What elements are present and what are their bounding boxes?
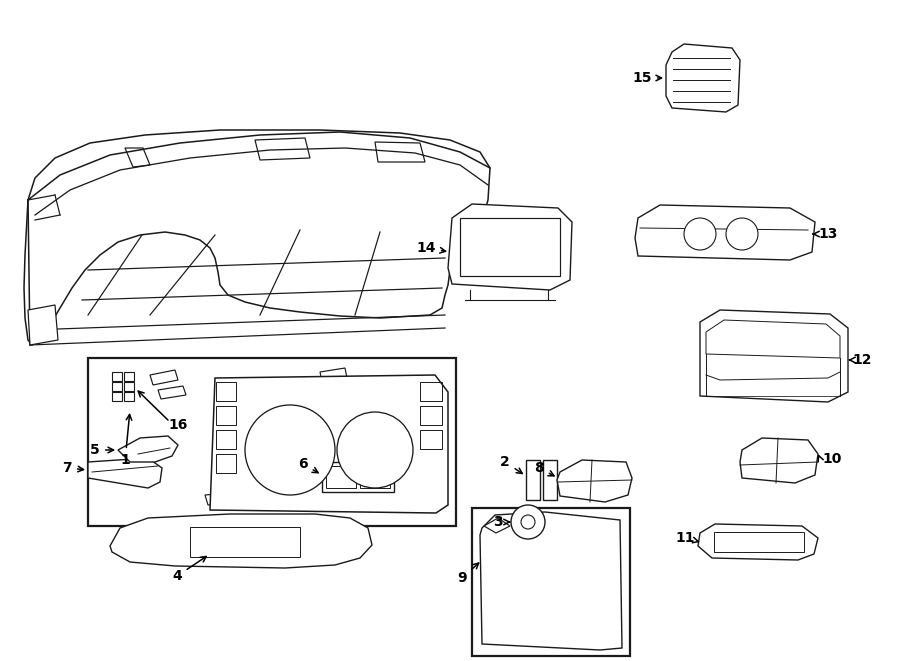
Text: 1: 1 — [121, 414, 131, 467]
Polygon shape — [557, 460, 632, 502]
Circle shape — [511, 505, 545, 539]
Polygon shape — [24, 130, 490, 345]
Circle shape — [684, 218, 716, 250]
Bar — [112, 372, 122, 381]
Text: 5: 5 — [90, 443, 113, 457]
Polygon shape — [480, 512, 622, 650]
Polygon shape — [320, 368, 347, 382]
Bar — [420, 430, 442, 449]
Polygon shape — [635, 205, 815, 260]
Text: 16: 16 — [168, 418, 188, 432]
Bar — [472, 508, 630, 656]
Bar — [124, 372, 134, 381]
Bar — [124, 382, 134, 391]
Bar — [112, 392, 122, 401]
Bar — [322, 462, 394, 492]
Text: 7: 7 — [62, 461, 84, 475]
Polygon shape — [666, 44, 740, 112]
Bar — [124, 392, 134, 401]
Text: 10: 10 — [822, 452, 842, 466]
Polygon shape — [698, 524, 818, 560]
Polygon shape — [125, 148, 150, 167]
Bar — [216, 430, 236, 449]
Text: 13: 13 — [818, 227, 837, 241]
Text: 12: 12 — [852, 353, 871, 367]
Text: 9: 9 — [457, 563, 479, 585]
Bar — [526, 460, 540, 500]
Bar — [360, 466, 390, 488]
Polygon shape — [110, 514, 372, 568]
Bar — [420, 382, 442, 401]
Polygon shape — [88, 458, 162, 488]
Polygon shape — [484, 518, 510, 533]
Polygon shape — [700, 310, 848, 402]
Bar — [190, 527, 300, 557]
Bar — [420, 406, 442, 425]
Polygon shape — [210, 375, 448, 513]
Bar — [216, 406, 236, 425]
Bar — [326, 466, 356, 488]
Bar — [88, 358, 456, 526]
Bar — [216, 454, 236, 473]
Polygon shape — [150, 370, 178, 385]
Polygon shape — [28, 305, 58, 345]
Polygon shape — [740, 438, 818, 483]
Text: 3: 3 — [493, 515, 509, 529]
Circle shape — [726, 218, 758, 250]
Polygon shape — [375, 142, 425, 162]
Bar — [112, 382, 122, 391]
Circle shape — [245, 405, 335, 495]
Text: 4: 4 — [172, 557, 206, 583]
Text: 14: 14 — [417, 241, 446, 255]
Circle shape — [337, 412, 413, 488]
Polygon shape — [706, 320, 840, 358]
Polygon shape — [158, 386, 186, 399]
Text: 8: 8 — [535, 461, 554, 476]
Polygon shape — [205, 492, 243, 505]
Bar — [543, 460, 557, 500]
Text: 2: 2 — [500, 455, 522, 473]
Text: 11: 11 — [676, 531, 698, 545]
Text: 15: 15 — [633, 71, 662, 85]
Polygon shape — [255, 138, 310, 160]
Polygon shape — [118, 436, 178, 462]
Bar — [216, 382, 236, 401]
Text: 6: 6 — [299, 457, 318, 473]
Polygon shape — [258, 494, 302, 507]
Polygon shape — [448, 204, 572, 290]
Bar — [460, 218, 560, 276]
Bar — [714, 532, 804, 552]
